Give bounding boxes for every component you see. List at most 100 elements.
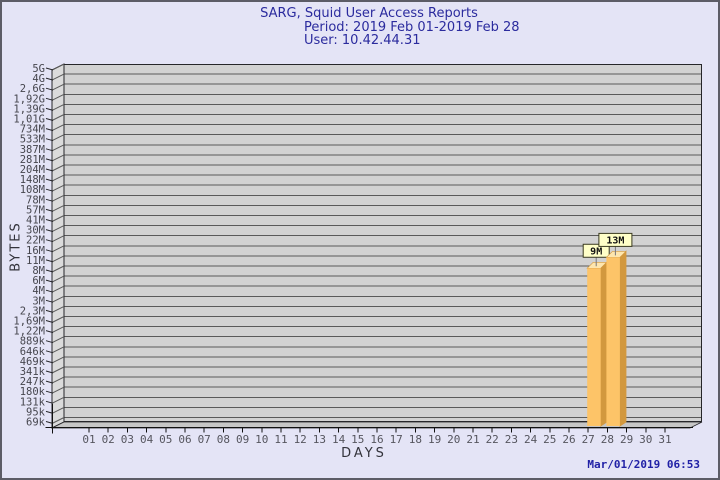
y-tick-label: 11M	[26, 255, 45, 267]
x-tick-label: 28	[601, 433, 614, 446]
y-tick	[45, 239, 54, 243]
x-tick-label: 23	[505, 433, 518, 446]
y-tick-label: 22M	[26, 235, 45, 247]
y-tick-label: 3M	[32, 295, 45, 307]
bar-side-face	[600, 261, 608, 427]
left-wall-gridline	[51, 154, 65, 162]
y-tick-label: 341k	[20, 366, 46, 378]
left-wall-gridline	[51, 346, 65, 354]
left-wall-gridline	[51, 124, 65, 132]
y-tick-label: 1,22M	[13, 326, 45, 338]
left-wall-gridline	[51, 255, 65, 263]
generated-timestamp: Mar/01/2019 06:53	[587, 458, 700, 471]
x-tick-label: 29	[620, 433, 633, 446]
y-tick-label: 41M	[26, 215, 45, 227]
y-tick	[45, 380, 54, 384]
y-tick	[45, 410, 54, 414]
y-tick-label: 247k	[20, 376, 46, 388]
y-tick-label: 69k	[26, 417, 46, 429]
bar-value-box	[582, 243, 610, 258]
y-tick	[45, 97, 54, 101]
y-tick	[45, 219, 54, 222]
y-tick	[45, 299, 54, 303]
left-wall-gridline	[51, 316, 65, 323]
x-tick-label: 12	[294, 433, 307, 446]
x-tick-label: 13	[313, 433, 326, 446]
y-tick-label: 78M	[26, 194, 45, 206]
y-tick	[45, 67, 54, 71]
left-wall-gridline	[51, 204, 65, 212]
y-tick-label: 6M	[32, 275, 45, 287]
bar-side-face	[619, 250, 627, 427]
y-tick	[45, 229, 54, 233]
y-tick-label: 889k	[20, 336, 46, 348]
x-tick-label: 21	[466, 433, 479, 446]
x-tick-label: 27	[582, 433, 595, 446]
y-tick	[45, 320, 54, 323]
left-wall-gridline	[51, 134, 65, 142]
left-wall-gridline	[51, 93, 65, 101]
y-tick	[45, 158, 54, 162]
y-tick-label: 204M	[20, 164, 45, 176]
y-tick	[45, 249, 54, 253]
left-wall-gridline	[51, 417, 65, 424]
left-wall-gridline	[51, 83, 65, 91]
y-tick	[45, 138, 54, 142]
left-wall-gridline	[51, 73, 65, 81]
x-tick-label: 14	[332, 433, 346, 446]
y-tick-label: 95k	[26, 406, 46, 418]
y-tick-label: 533M	[20, 134, 45, 146]
left-wall-gridline	[51, 336, 65, 344]
left-wall-gridline	[51, 225, 65, 233]
y-tick	[45, 77, 54, 81]
y-tick	[45, 188, 54, 192]
y-tick	[45, 118, 54, 121]
left-wall-gridline	[51, 356, 65, 364]
chart-left-wall	[51, 63, 65, 429]
left-wall-gridline	[51, 386, 65, 394]
x-tick-label: 19	[428, 433, 441, 446]
left-wall-gridline	[51, 164, 65, 172]
y-tick-label: 5G	[32, 63, 45, 75]
x-tick-label: 30	[639, 433, 652, 446]
y-tick-label: 2,6G	[20, 83, 45, 95]
y-tick	[45, 269, 54, 273]
report-user: User: 10.42.44.31	[304, 33, 421, 48]
y-tick-label: 387M	[20, 144, 45, 156]
y-tick-label: 1,69M	[13, 316, 45, 328]
left-wall-gridline	[51, 215, 65, 222]
x-tick-label: 08	[217, 433, 230, 446]
x-tick-label: 26	[562, 433, 575, 446]
x-tick-label: 25	[543, 433, 556, 446]
x-tick-label: 07	[198, 433, 211, 446]
y-tick	[45, 168, 54, 172]
left-wall-gridline	[51, 406, 65, 414]
left-wall-gridline	[51, 275, 65, 283]
x-tick-label: 18	[409, 433, 422, 446]
y-tick	[45, 370, 54, 374]
y-tick-label: 108M	[20, 184, 45, 196]
left-wall-gridline	[51, 285, 65, 293]
y-tick	[45, 198, 54, 202]
left-wall-gridline	[51, 194, 65, 202]
y-tick	[45, 340, 54, 344]
left-wall-gridline	[51, 114, 65, 121]
left-wall-gridline	[51, 265, 65, 273]
bar-value-label: 13M	[606, 235, 624, 246]
x-tick-label: 05	[159, 433, 172, 446]
y-tick-label: 8M	[32, 265, 45, 277]
y-tick	[45, 259, 54, 263]
y-tick-label: 4G	[32, 73, 45, 85]
y-tick-label: 57M	[26, 204, 45, 216]
left-wall-gridline	[51, 144, 65, 152]
x-tick-label: 17	[390, 433, 403, 446]
x-tick-label: 06	[178, 433, 191, 446]
y-tick-label: 2,3M	[20, 305, 45, 317]
left-wall-gridline	[51, 295, 65, 303]
x-tick-label: 22	[486, 433, 499, 446]
y-tick	[45, 208, 54, 212]
x-tick-label: 31	[658, 433, 671, 446]
left-wall-gridline	[51, 396, 65, 404]
